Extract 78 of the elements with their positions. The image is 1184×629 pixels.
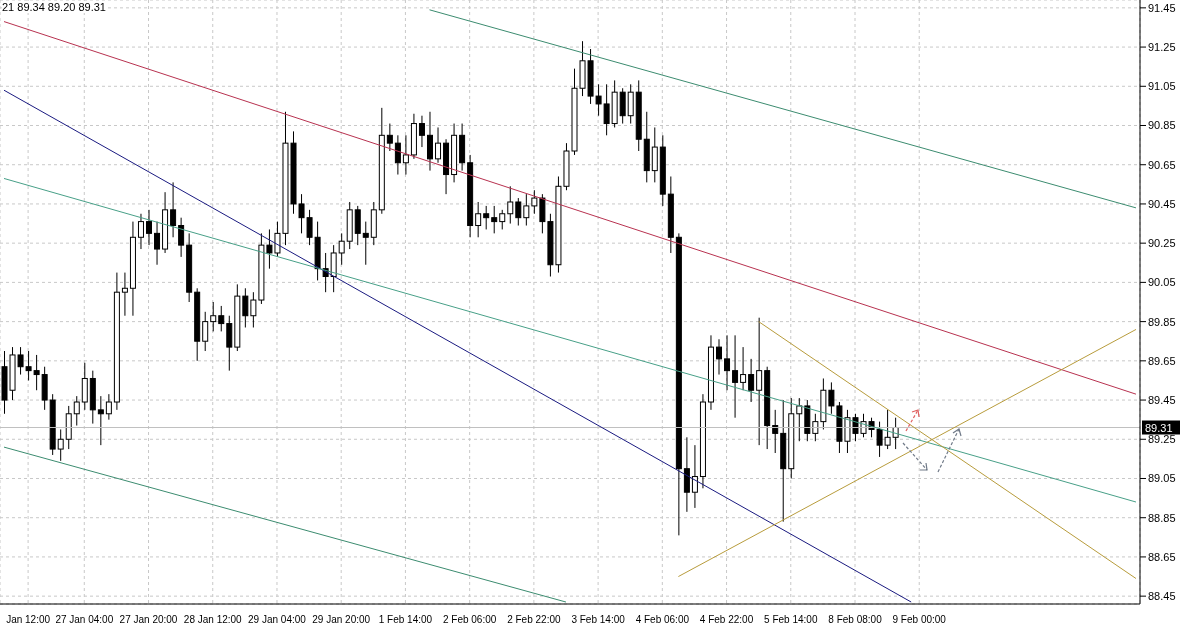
candlestick <box>491 205 498 234</box>
candlestick <box>523 193 530 227</box>
y-tick-label: 90.05 <box>1148 276 1176 289</box>
x-tick-label: 9 Feb 00:00 <box>892 614 947 625</box>
x-tick-label: 2 Feb 22:00 <box>507 614 561 625</box>
y-tick-label: 91.05 <box>1148 80 1176 93</box>
x-tick-label: Jan 12:00 <box>6 614 51 625</box>
ref-line-label: 89.31 <box>1145 421 1173 434</box>
candlestick <box>81 362 88 411</box>
x-tick-label: 5 Feb 14:00 <box>764 614 818 625</box>
x-tick-label: 3 Feb 14:00 <box>571 614 626 625</box>
x-tick-label: 4 Feb 22:00 <box>699 614 754 625</box>
candlestick <box>73 395 80 427</box>
annotation: 21 89.34 89.20 89.31 <box>2 1 106 13</box>
candlestick <box>226 315 233 372</box>
candlestick <box>146 209 153 246</box>
y-tick-label: 89.25 <box>1148 433 1176 446</box>
x-tick-label: 27 Jan 20:00 <box>119 614 178 625</box>
candlestick <box>57 428 64 462</box>
candlestick <box>515 197 522 227</box>
candlestick <box>137 213 144 250</box>
candlestick <box>121 272 128 317</box>
y-tick-label: 90.65 <box>1148 158 1176 171</box>
candlestick <box>354 205 361 246</box>
candlestick <box>499 209 506 230</box>
candlestick <box>178 217 185 258</box>
candlestick <box>386 123 393 152</box>
x-tick-label: 29 Jan 20:00 <box>312 614 371 625</box>
candlestick <box>154 221 161 266</box>
candlestick <box>210 301 217 332</box>
candlestick <box>627 83 634 125</box>
candlestick <box>732 334 739 419</box>
x-tick-label: 27 Jan 04:00 <box>55 614 114 625</box>
y-tick-label: 89.05 <box>1148 472 1176 485</box>
candlestick <box>756 317 763 446</box>
candlestick <box>394 134 401 176</box>
x-tick-label: 2 Feb 06:00 <box>442 614 497 625</box>
candlestick <box>651 126 658 183</box>
candlestick <box>97 395 104 446</box>
candlestick <box>418 115 425 148</box>
candlestick <box>724 334 731 391</box>
candlestick <box>218 305 225 332</box>
candlestick <box>619 87 626 125</box>
candlestick <box>683 436 690 513</box>
candlestick <box>105 393 112 421</box>
x-tick-label: 1 Feb 14:00 <box>378 614 433 625</box>
candlestick <box>716 338 723 376</box>
candlestick <box>483 205 490 230</box>
y-tick-label: 89.65 <box>1148 354 1176 367</box>
candlestick <box>507 185 514 225</box>
candlestick <box>170 181 177 238</box>
candlestick <box>426 111 433 172</box>
candlestick <box>362 221 369 266</box>
x-tick-label: 4 Feb 06:00 <box>635 614 690 625</box>
x-tick-label: 29 Jan 04:00 <box>248 614 307 625</box>
y-tick-label: 88.65 <box>1148 550 1176 563</box>
candlestick <box>402 134 409 176</box>
y-tick-label: 91.25 <box>1148 40 1176 53</box>
candlestick <box>202 311 209 352</box>
candlestick <box>772 409 779 454</box>
candlestick <box>691 444 698 509</box>
candlestick <box>330 244 337 293</box>
y-tick-label: 88.45 <box>1148 590 1176 603</box>
candlestick <box>475 201 482 238</box>
candlestick <box>242 287 249 328</box>
y-tick-label: 90.25 <box>1148 237 1176 250</box>
y-tick-label: 90.85 <box>1148 119 1176 132</box>
x-tick-label: 28 Jan 12:00 <box>183 614 243 625</box>
candlestick <box>748 358 755 403</box>
y-tick-label: 88.85 <box>1148 511 1176 524</box>
candlestick <box>338 232 345 266</box>
y-tick-label: 89.45 <box>1148 393 1176 406</box>
y-tick-label: 90.45 <box>1148 197 1176 210</box>
y-tick-label: 91.45 <box>1148 1 1176 14</box>
candlestick <box>435 126 442 164</box>
x-tick-label: 8 Feb 08:00 <box>828 614 883 625</box>
y-tick-label: 89.85 <box>1148 315 1176 328</box>
candlestick <box>740 346 747 391</box>
